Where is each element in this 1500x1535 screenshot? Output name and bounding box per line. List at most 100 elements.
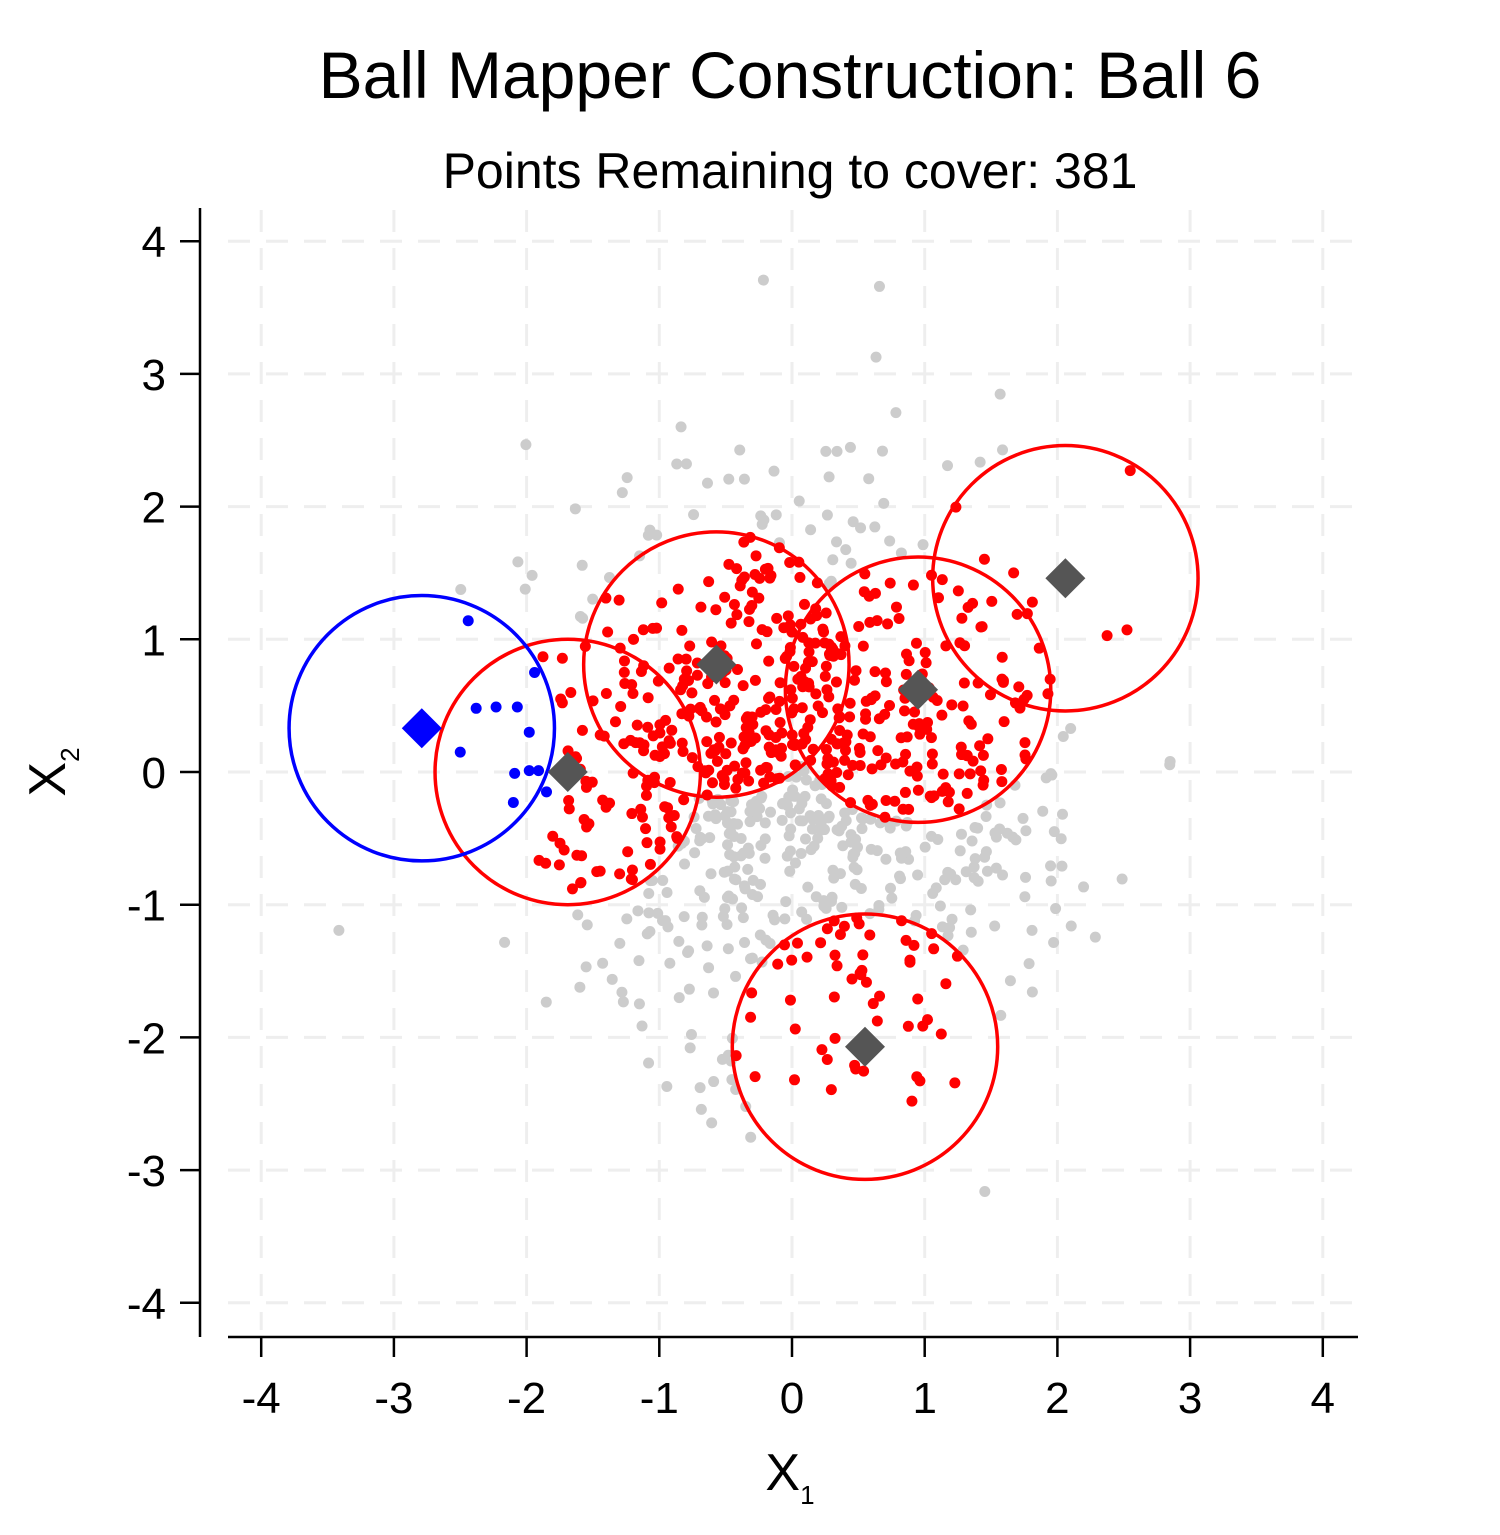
covered-point [651, 622, 663, 634]
uncovered-point [1065, 722, 1077, 734]
covered-point [857, 640, 869, 652]
covered-point [829, 949, 841, 961]
covered-point [784, 557, 796, 569]
uncovered-point [526, 569, 538, 581]
uncovered-point [682, 947, 694, 959]
covered-point [830, 676, 842, 688]
uncovered-point [616, 986, 628, 998]
covered-point [738, 731, 750, 743]
uncovered-point [710, 813, 722, 825]
covered-point [613, 594, 625, 606]
uncovered-point [708, 987, 720, 999]
uncovered-point [701, 940, 713, 952]
uncovered-point [716, 1053, 728, 1065]
uncovered-point [499, 936, 511, 948]
uncovered-point [917, 539, 929, 551]
x-tick-label: 4 [1311, 1374, 1335, 1423]
uncovered-point [703, 962, 715, 974]
covered-point [615, 700, 627, 712]
ball-center-marker-3 [547, 752, 588, 792]
uncovered-point [787, 784, 799, 796]
uncovered-point [759, 833, 771, 845]
covered-point [677, 746, 689, 758]
covered-point [998, 716, 1010, 728]
uncovered-point [894, 870, 906, 882]
covered-point [854, 759, 866, 771]
current-ball-point [490, 701, 502, 713]
covered-point [794, 571, 806, 583]
covered-point [874, 990, 886, 1002]
ball-circle-2 [783, 555, 1053, 825]
uncovered-point [737, 912, 749, 924]
current-ball-point [541, 786, 553, 798]
covered-point [820, 744, 832, 756]
covered-point [844, 711, 856, 723]
ball-circle-6 [287, 593, 557, 863]
covered-point [749, 674, 761, 686]
uncovered-point [785, 823, 797, 835]
covered-point [602, 626, 614, 638]
uncovered-point [727, 893, 739, 905]
uncovered-point [885, 882, 897, 894]
covered-point [810, 688, 822, 700]
uncovered-point [994, 797, 1006, 809]
covered-point [576, 850, 588, 862]
covered-point [784, 994, 796, 1006]
uncovered-point [886, 892, 898, 904]
covered-point [627, 687, 639, 699]
covered-point [800, 662, 812, 674]
covered-point [750, 638, 762, 650]
uncovered-point [1057, 731, 1069, 743]
covered-point [756, 624, 768, 636]
uncovered-point [1020, 871, 1032, 883]
uncovered-point [736, 902, 748, 914]
uncovered-point [728, 818, 740, 830]
uncovered-point [1048, 936, 1060, 948]
covered-point [977, 749, 989, 761]
uncovered-point [721, 918, 733, 930]
covered-point [772, 958, 784, 970]
covered-point [583, 818, 595, 830]
current-ball-point [511, 701, 523, 713]
uncovered-point [705, 868, 717, 880]
uncovered-point [757, 274, 769, 286]
covered-point [995, 764, 1007, 776]
covered-point [739, 740, 751, 752]
uncovered-point [994, 388, 1006, 400]
uncovered-point [997, 444, 1009, 456]
covered-point [580, 781, 592, 793]
covered-point [962, 601, 974, 613]
covered-point [925, 732, 937, 744]
uncovered-point [831, 536, 843, 548]
covered-point [744, 715, 756, 727]
uncovered-point [793, 803, 805, 815]
covered-point [853, 742, 865, 754]
covered-point [800, 733, 812, 745]
uncovered-point [569, 503, 581, 515]
y-tick-label: 1 [142, 616, 166, 665]
covered-point [789, 1023, 801, 1035]
covered-point [731, 609, 743, 621]
uncovered-point [844, 441, 856, 453]
uncovered-point [770, 509, 782, 521]
covered-point [798, 598, 810, 610]
uncovered-point [847, 848, 859, 860]
ball-circle-5 [930, 443, 1200, 713]
covered-point [547, 830, 559, 842]
covered-point [719, 709, 731, 721]
uncovered-point [587, 593, 599, 605]
covered-point [954, 637, 966, 649]
uncovered-point [632, 905, 644, 917]
covered-point [764, 691, 776, 703]
uncovered-point [730, 970, 742, 982]
covered-point [926, 748, 938, 760]
ball-circle-4 [730, 912, 1000, 1182]
covered-point [665, 821, 677, 833]
current-ball-point [533, 765, 545, 777]
covered-point [656, 741, 668, 753]
uncovered-point [643, 907, 655, 919]
ball-circle-3 [433, 637, 703, 907]
uncovered-point [739, 936, 751, 948]
uncovered-point [779, 913, 791, 925]
covered-point [855, 969, 867, 981]
